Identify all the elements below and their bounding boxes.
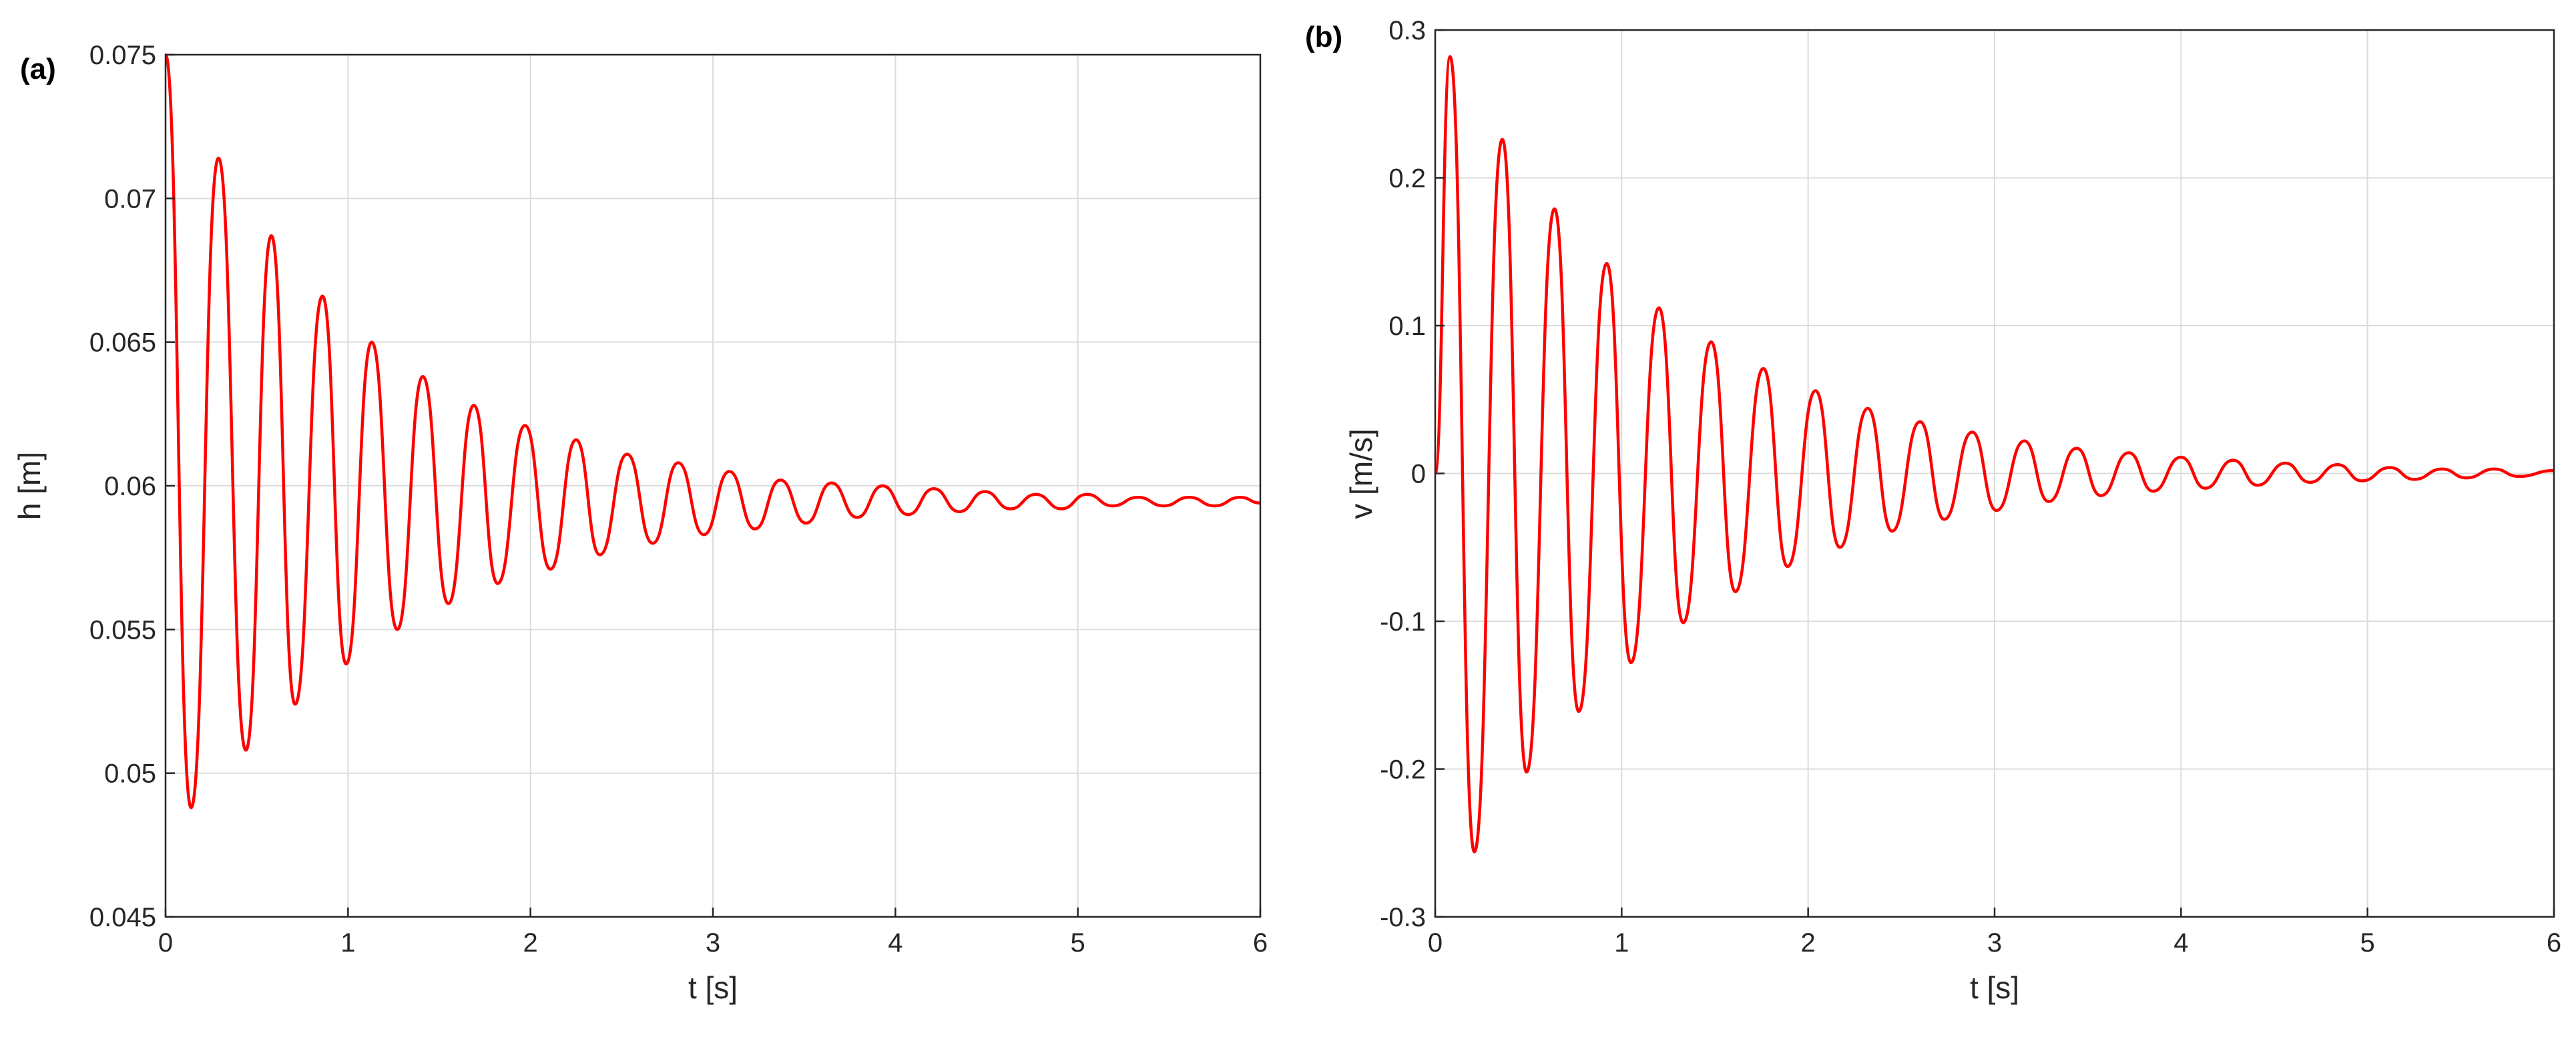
y-tick-label: 0.3 [1388,16,1426,45]
y-tick-label: -0.3 [1380,903,1426,932]
x-tick-label: 1 [1614,928,1629,958]
y-tick-label: 0.06 [104,472,156,501]
x-tick-label: 2 [523,928,538,958]
series-line [1433,55,2555,853]
x-tick-label: 0 [158,928,173,958]
x-tick-label: 3 [1987,928,2002,958]
y-tick-label: 0.2 [1388,164,1426,194]
x-tick-label: 0 [1428,928,1443,958]
y-tick-label: -0.2 [1380,755,1426,785]
y-tick-label: 0.1 [1388,312,1426,341]
x-tick-label: 6 [1253,928,1268,958]
x-tick-label: 6 [2547,928,2561,958]
panel-label: (a) [20,53,56,85]
x-tick-label: 5 [1071,928,1085,958]
x-axis-label: t [s] [1970,970,2019,1005]
x-tick-label: 4 [888,928,903,958]
x-tick-label: 1 [340,928,355,958]
y-tick-label: -0.1 [1380,607,1426,637]
x-tick-label: 2 [1801,928,1816,958]
series-line [164,53,1261,809]
y-tick-label: 0.07 [104,184,156,214]
y-tick-label: 0.055 [89,615,156,645]
x-tick-label: 5 [2360,928,2375,958]
chart-panel-b: 0 1 2 3 4 5 6 -0.3 -0.2 -0.1 0 0.1 0.2 0.3 t [s] v [m/s… [1305,16,2561,1005]
y-tick-label: 0.05 [104,759,156,789]
y-tick-label: 0.065 [89,328,156,358]
y-tick-label: 0.075 [89,41,156,70]
y-tick-label: 0 [1411,460,1426,489]
panel-label: (b) [1305,21,1342,53]
y-tick-label: 0.045 [89,903,156,932]
x-tick-label: 4 [2173,928,2188,958]
y-axis-label: v [m/s] [1344,428,1378,518]
x-axis-label: t [s] [688,970,738,1005]
x-tick-label: 3 [706,928,720,958]
chart-panel-a: 0 1 2 3 4 5 6 0.045 0.05 0.055 0.06 0.065 0.07 0.075 t… [12,41,1268,1005]
y-axis-label: h [m] [12,452,47,520]
